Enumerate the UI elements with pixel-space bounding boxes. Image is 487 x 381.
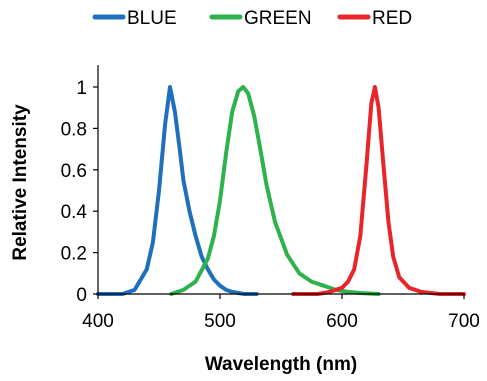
legend-label-red: RED xyxy=(372,8,412,29)
y-tick-label: 1 xyxy=(76,78,87,99)
y-tick-label: 0.2 xyxy=(61,244,87,265)
y-tick-label: 0.8 xyxy=(61,119,87,140)
y-axis-title: Relative Intensity xyxy=(10,104,31,261)
y-tick-label: 0.4 xyxy=(61,202,88,223)
x-tick-label: 700 xyxy=(448,311,480,332)
x-axis-ticks: 400 500 600 700 xyxy=(82,294,480,332)
legend: BLUE GREEN RED xyxy=(92,8,412,29)
series-line-blue xyxy=(96,85,259,296)
legend-label-blue: BLUE xyxy=(127,8,177,29)
legend-label-green: GREEN xyxy=(244,8,312,29)
x-axis-title: Wavelength (nm) xyxy=(205,354,357,375)
x-tick-label: 600 xyxy=(326,311,358,332)
series-lines xyxy=(96,85,466,296)
series-line-green xyxy=(169,85,381,296)
x-tick-label: 500 xyxy=(204,311,236,332)
y-tick-label: 0 xyxy=(76,285,87,306)
x-tick-label: 400 xyxy=(82,311,114,332)
series-line-red xyxy=(291,85,466,296)
y-tick-label: 0.6 xyxy=(61,161,87,182)
y-axis-ticks: 0 0.2 0.4 0.6 0.8 1 xyxy=(61,78,98,306)
